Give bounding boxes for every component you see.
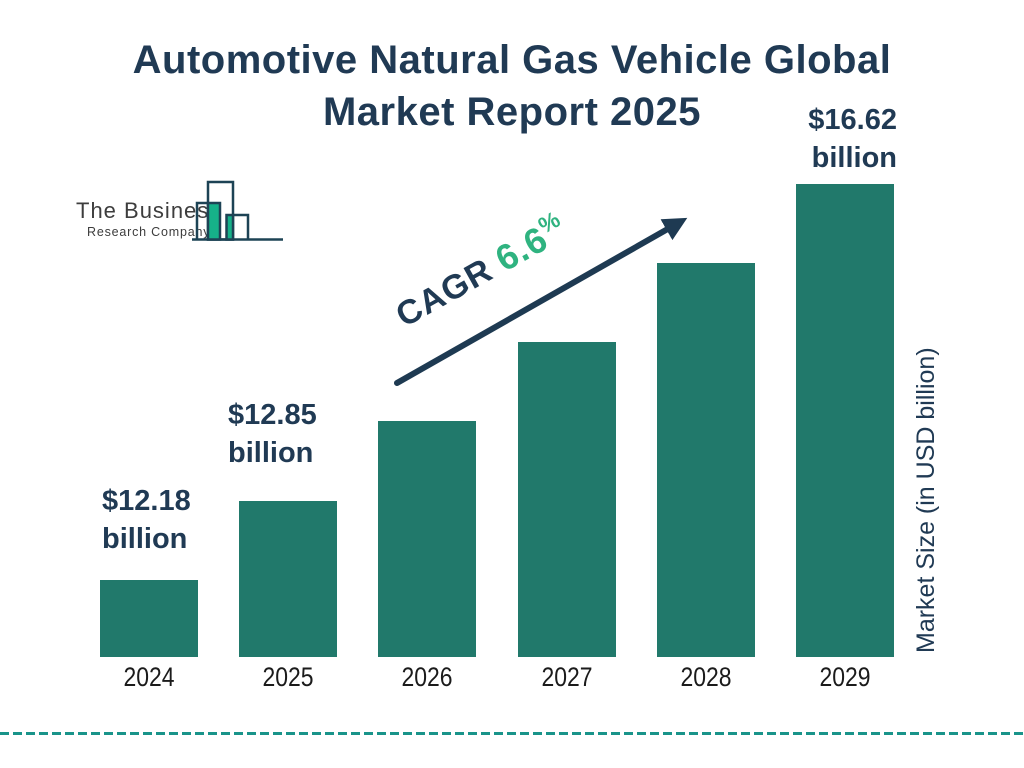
bottom-dashed-divider (0, 732, 1024, 735)
x-tick-2025: 2025 (262, 662, 314, 692)
x-tick-2026: 2026 (401, 662, 453, 692)
bar-2029 (796, 184, 894, 657)
x-tick-2029: 2029 (819, 662, 871, 692)
x-tick-2024: 2024 (123, 662, 175, 692)
value-label-2025: $12.85 billion (228, 399, 317, 469)
bar-2024 (100, 580, 198, 657)
growth-arrow-icon (394, 217, 688, 386)
bar-2026 (378, 421, 476, 657)
x-tick-2028: 2028 (680, 662, 732, 692)
page-title: Automotive Natural Gas Vehicle Global Ma… (62, 34, 962, 138)
y-axis-label: Market Size (in USD billion) (912, 347, 940, 653)
value-label-2024: $12.18 billion (102, 485, 191, 555)
page-title-line1: Automotive Natural Gas Vehicle Global (132, 38, 892, 82)
bar-2028 (657, 263, 755, 657)
value-label-2029: $16.62 billion (808, 104, 897, 174)
x-tick-2027: 2027 (541, 662, 593, 692)
bar-chart-logo-icon (192, 180, 283, 241)
logo-subname-text: Research Company (87, 225, 211, 239)
bar-2027 (518, 342, 616, 657)
bar-2025 (239, 501, 337, 657)
page-title-line2: Market Report 2025 (322, 90, 702, 134)
